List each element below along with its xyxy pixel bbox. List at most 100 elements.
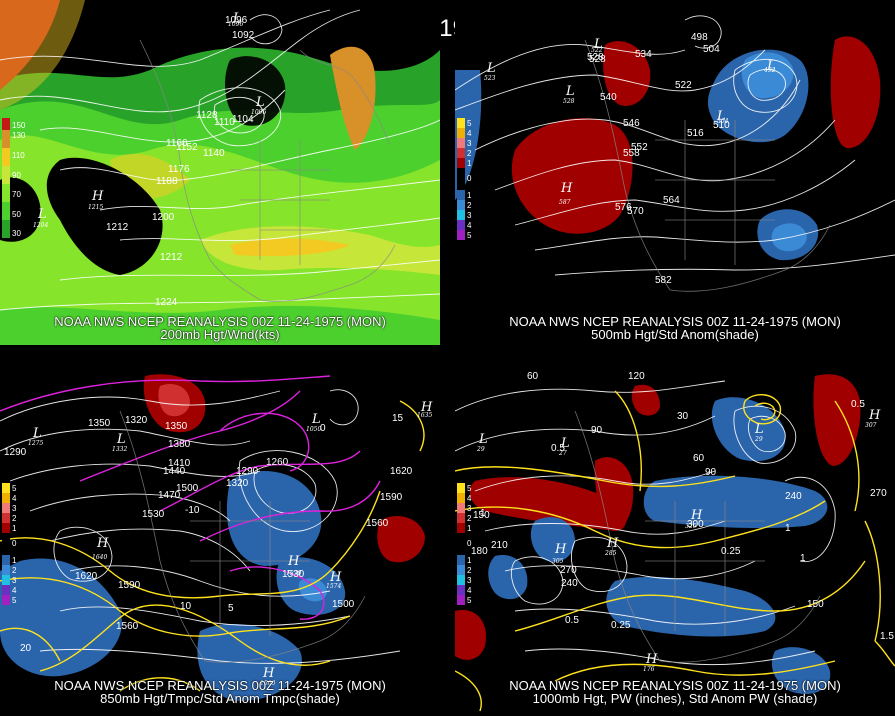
- map-500mb: 5 4 3 2 1 0 1 2 3 4 5 522 528 534 540 54…: [455, 0, 895, 345]
- svg-text:1: 1: [12, 524, 17, 533]
- svg-text:L: L: [766, 59, 776, 74]
- svg-text:H: H: [262, 666, 275, 681]
- svg-text:0: 0: [467, 174, 472, 183]
- svg-text:90: 90: [705, 467, 717, 478]
- svg-text:L: L: [37, 207, 47, 222]
- svg-text:H: H: [560, 181, 573, 196]
- contour-label: 1110: [214, 117, 235, 128]
- svg-text:60: 60: [527, 371, 539, 382]
- svg-text:1050: 1050: [306, 426, 321, 433]
- svg-text:1590: 1590: [380, 492, 403, 503]
- svg-text:1: 1: [800, 553, 806, 564]
- svg-text:1530: 1530: [142, 509, 165, 520]
- svg-text:3: 3: [12, 576, 17, 585]
- svg-text:29: 29: [476, 446, 485, 453]
- panel-caption-line2: 1000mb Hgt, PW (inches), Std Anom PW (sh…: [532, 691, 818, 706]
- anom-neg-south: [0, 558, 122, 677]
- svg-text:20: 20: [20, 643, 32, 654]
- contour-label: 1176: [168, 164, 190, 175]
- svg-text:L: L: [232, 11, 242, 26]
- svg-text:1.5: 1.5: [880, 631, 894, 642]
- svg-text:H: H: [287, 554, 300, 569]
- svg-text:1560: 1560: [366, 518, 389, 529]
- svg-text:H: H: [420, 400, 433, 415]
- svg-text:150: 150: [807, 599, 824, 610]
- svg-text:H: H: [606, 536, 619, 551]
- svg-text:1204: 1204: [33, 222, 48, 229]
- legend-label: 30: [12, 229, 21, 238]
- svg-text:1640: 1640: [92, 554, 107, 561]
- legend-200mb: 150 130 110 90 70 50 30: [2, 118, 26, 238]
- contour-label: 1166: [166, 138, 188, 149]
- svg-text:4: 4: [467, 129, 472, 138]
- svg-text:510: 510: [713, 120, 730, 131]
- svg-text:0: 0: [12, 539, 17, 548]
- svg-text:522: 522: [591, 47, 603, 54]
- svg-text:5: 5: [467, 596, 472, 605]
- svg-text:L: L: [560, 436, 570, 451]
- svg-text:1620: 1620: [75, 571, 98, 582]
- svg-text:326: 326: [685, 523, 697, 530]
- svg-text:1500: 1500: [176, 483, 199, 494]
- svg-text:1590: 1590: [118, 580, 141, 591]
- svg-text:1096: 1096: [228, 21, 243, 28]
- map-850mb: 5 4 3 2 1 0 1 2 3 4 5 1290 1 3 5 0 1320 138…: [0, 371, 440, 716]
- svg-text:504: 504: [703, 44, 720, 55]
- svg-text:3: 3: [467, 139, 472, 148]
- svg-text:5: 5: [467, 231, 472, 240]
- legend-850mb: 5 4 3 2 1 0 1 2 3 4 5: [2, 483, 17, 605]
- svg-text:1: 1: [467, 524, 472, 533]
- svg-text:150: 150: [473, 510, 490, 521]
- svg-text:10: 10: [180, 601, 192, 612]
- svg-text:498: 498: [691, 32, 708, 43]
- svg-text:L: L: [716, 109, 726, 124]
- svg-text:1215: 1215: [88, 204, 103, 211]
- svg-text:1: 1: [467, 556, 472, 565]
- svg-text:4: 4: [467, 586, 472, 595]
- svg-text:300: 300: [687, 519, 704, 530]
- wind-shade-jet-north: [330, 46, 376, 150]
- svg-text:H: H: [868, 408, 881, 423]
- legend-label: 50: [12, 210, 21, 219]
- wind-shade-jet-west: [0, 0, 60, 90]
- svg-text:528: 528: [587, 52, 604, 63]
- svg-text:1635: 1635: [417, 412, 432, 419]
- anom-pos-east: [377, 516, 425, 563]
- svg-text:29: 29: [754, 436, 763, 443]
- svg-text:180: 180: [471, 546, 488, 557]
- svg-text:1440: 1440: [163, 466, 186, 477]
- svg-text:2: 2: [12, 514, 17, 523]
- svg-text:176: 176: [643, 666, 655, 673]
- svg-text:0.5: 0.5: [551, 443, 565, 454]
- svg-text:120: 120: [628, 371, 645, 382]
- svg-text:1560: 1560: [260, 680, 275, 687]
- svg-text:0.25: 0.25: [611, 620, 631, 631]
- svg-text:534: 534: [635, 49, 652, 60]
- contour-labels-1000mb: 60 120 30 90 60 90 150 180 210 240 270 3…: [471, 371, 894, 642]
- svg-text:L: L: [565, 84, 575, 99]
- svg-text:H: H: [91, 189, 104, 204]
- svg-text:3: 3: [467, 211, 472, 220]
- panel-caption-line2: 200mb Hgt/Wnd(kts): [160, 327, 280, 342]
- svg-text:1500: 1500: [332, 599, 355, 610]
- svg-text:0.25: 0.25: [721, 546, 741, 557]
- svg-text:1290: 1290: [236, 466, 259, 477]
- svg-text:528: 528: [589, 54, 606, 65]
- svg-text:570: 570: [627, 206, 644, 217]
- contour-label: 1188: [156, 176, 178, 187]
- svg-text:1410: 1410: [168, 458, 191, 469]
- svg-text:1320: 1320: [226, 478, 249, 489]
- svg-text:1380: 1380: [168, 439, 191, 450]
- svg-text:492: 492: [763, 67, 776, 74]
- svg-text:1260: 1260: [266, 457, 289, 468]
- contour-label: 1140: [203, 148, 225, 159]
- svg-text:5: 5: [467, 119, 472, 128]
- anom-pos-north: [603, 41, 651, 106]
- svg-text:1320: 1320: [125, 415, 148, 426]
- contour-labels-200mb: 1092 1096 1104 1110 1128 1140 1152 1166 …: [106, 15, 255, 308]
- svg-text:5: 5: [12, 484, 17, 493]
- panel-caption-line2: 500mb Hgt/Std Anom(shade): [591, 327, 759, 342]
- legend-500mb: 5 4 3 2 1 0 1 2 3 4 5: [457, 118, 472, 240]
- contour-labels-850mb: 1290 1350 1320 1380 1410 1440 1470 1500 …: [4, 413, 413, 654]
